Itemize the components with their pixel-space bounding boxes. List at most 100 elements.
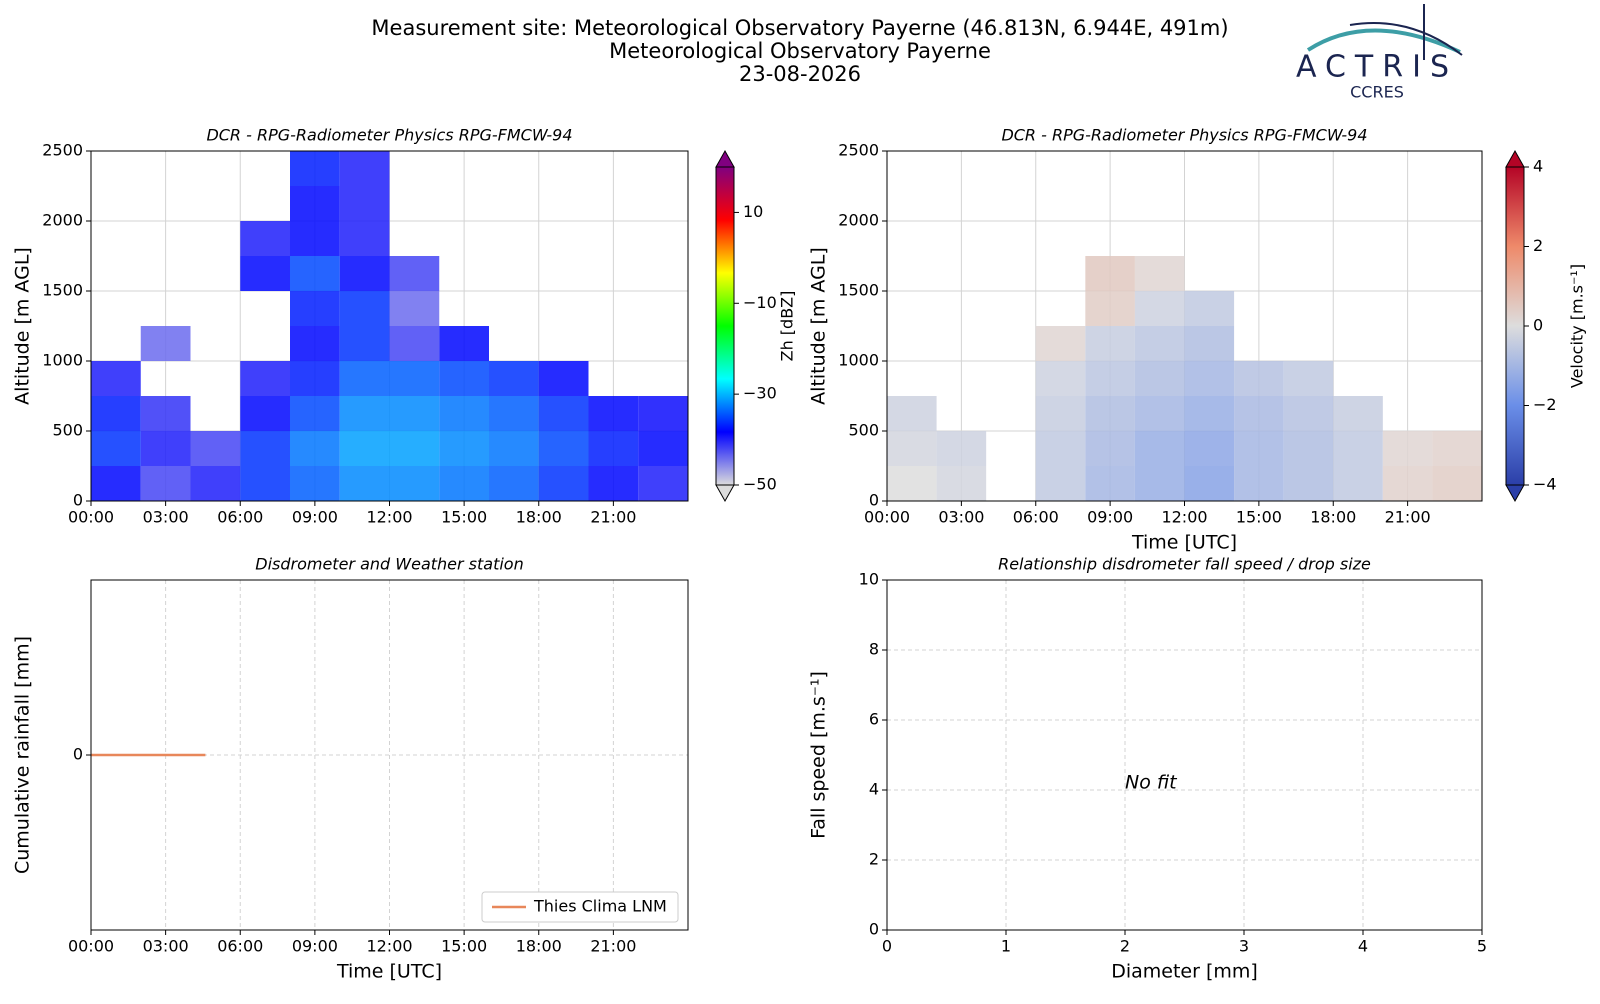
x-axis-label: Diameter [mm] — [1111, 961, 1258, 983]
heatmap-cell — [91, 361, 141, 396]
colorbar-tick-label: −4 — [1533, 475, 1557, 494]
heatmap-cell — [489, 431, 539, 466]
heatmap-cell — [1085, 396, 1135, 431]
panel: −4 −2 0 2 4 Velocity [m.s⁻¹] 00:00 03:00 06:00 09… — [808, 126, 1587, 554]
heatmap-cell — [489, 361, 539, 396]
heatmap-cell — [1432, 466, 1482, 501]
heatmap-cell — [1085, 361, 1135, 396]
heatmap-cell — [339, 396, 390, 431]
y-tick-label: 8 — [869, 640, 879, 659]
y-tick-label: 1000 — [42, 351, 83, 370]
heatmap-cell — [190, 431, 241, 466]
heatmap-cell — [1432, 431, 1482, 466]
x-tick-label: 03:00 — [143, 508, 189, 527]
colorbar-tick-label: −2 — [1533, 395, 1557, 414]
heatmap-cell — [339, 466, 390, 501]
heatmap-cell — [1382, 431, 1433, 466]
heatmap-cell — [1035, 396, 1086, 431]
logo-name: ACTRIS — [1296, 50, 1458, 85]
y-tick-label: 6 — [869, 710, 879, 729]
heatmap-cell — [538, 361, 589, 396]
heatmap-cell — [389, 291, 440, 326]
colorbar-tick-label: 0 — [1533, 316, 1543, 335]
heatmap-cell — [240, 361, 290, 396]
heatmap-cell — [1184, 431, 1235, 466]
heatmap-cell — [1333, 396, 1383, 431]
x-tick-label: 00:00 — [864, 508, 910, 527]
heatmap-cell — [1283, 431, 1334, 466]
heatmap-cell — [290, 431, 340, 466]
heatmap-cell — [1184, 361, 1235, 396]
colorbar-label: Zh [dBZ] — [778, 291, 797, 362]
y-tick-label: 2 — [869, 850, 879, 869]
y-axis-label: Fall speed [m.s⁻¹] — [808, 671, 830, 839]
heatmap-cell — [140, 466, 191, 501]
heatmap-cell — [1283, 361, 1334, 396]
x-tick-label: 21:00 — [1385, 508, 1431, 527]
colorbar-tick-label: −10 — [743, 293, 777, 312]
y-tick-label: 0 — [73, 745, 83, 764]
colorbar-extend — [1505, 484, 1525, 503]
heatmap-cell — [140, 326, 191, 361]
heatmap-cell — [1134, 291, 1185, 326]
heatmap-cell — [1035, 361, 1086, 396]
x-tick-label: 5 — [1477, 937, 1487, 956]
heatmap-cell — [439, 396, 489, 431]
legend — [481, 891, 679, 923]
axes-title: DCR - RPG-Radiometer Physics RPG-FMCW-94 — [1001, 126, 1367, 145]
heatmap-cell — [1184, 396, 1235, 431]
y-axis-label: Altitude [m AGL] — [12, 247, 34, 405]
x-tick-label: 4 — [1358, 937, 1368, 956]
x-tick-label: 18:00 — [516, 937, 562, 956]
heatmap-cell — [290, 291, 340, 326]
panel: −50 −30 −10 10 Zh [dBZ] 00:00 03:00 06:00 09:00 1… — [12, 126, 797, 527]
x-tick-label: 06:00 — [217, 508, 263, 527]
x-tick-label: 03:00 — [143, 937, 189, 956]
x-tick-label: 09:00 — [292, 937, 338, 956]
y-axis-label: Altitude [m AGL] — [808, 247, 830, 405]
logo-arc — [1306, 28, 1461, 54]
heatmap-cell — [339, 221, 390, 256]
header-title: Measurement site: Meteorological Observa… — [371, 16, 1228, 40]
x-tick-label: 3 — [1239, 937, 1249, 956]
axes-title: Relationship disdrometer fall speed / dr… — [998, 555, 1371, 574]
heatmap-cell — [1333, 431, 1383, 466]
x-tick-label: 12:00 — [366, 937, 412, 956]
x-tick-label: 18:00 — [516, 508, 562, 527]
heatmap-cell — [1035, 326, 1086, 361]
y-tick-label: 4 — [869, 780, 879, 799]
heatmap-cell — [1234, 431, 1284, 466]
heatmap-cell — [1134, 361, 1185, 396]
logo-arc — [1349, 22, 1463, 56]
x-tick-label: 18:00 — [1310, 508, 1356, 527]
heatmap-cell — [936, 466, 987, 501]
heatmap-cell — [1382, 466, 1433, 501]
heatmap-cell — [638, 466, 688, 501]
axes-frame — [886, 579, 1483, 931]
heatmap-cell — [887, 431, 937, 466]
heatmap-cell — [290, 151, 340, 186]
heatmap-cell — [1234, 466, 1284, 501]
heatmap-cell — [1283, 466, 1334, 501]
x-tick-label: 09:00 — [292, 508, 338, 527]
x-tick-label: 0 — [882, 937, 892, 956]
y-tick-label: 2500 — [42, 141, 83, 160]
heatmap-cell — [290, 221, 340, 256]
heatmap-cell — [538, 431, 589, 466]
heatmap-cell — [240, 431, 290, 466]
x-tick-label: 03:00 — [938, 508, 984, 527]
heatmap-cell — [1085, 291, 1135, 326]
axes-title: Disdrometer and Weather station — [255, 555, 523, 574]
heatmap-cell — [290, 186, 340, 221]
x-tick-label: 2 — [1120, 937, 1130, 956]
heatmap-cell — [1085, 466, 1135, 501]
x-tick-label: 15:00 — [1236, 508, 1282, 527]
heatmap-cell — [1333, 466, 1383, 501]
axes-title: DCR - RPG-Radiometer Physics RPG-FMCW-94 — [206, 126, 572, 145]
heatmap-cell — [91, 396, 141, 431]
y-tick-label: 0 — [869, 920, 879, 939]
colorbar-extend — [715, 484, 735, 503]
heatmap-cell — [389, 431, 440, 466]
y-tick-label: 2000 — [42, 211, 83, 230]
heatmap-cell — [240, 396, 290, 431]
